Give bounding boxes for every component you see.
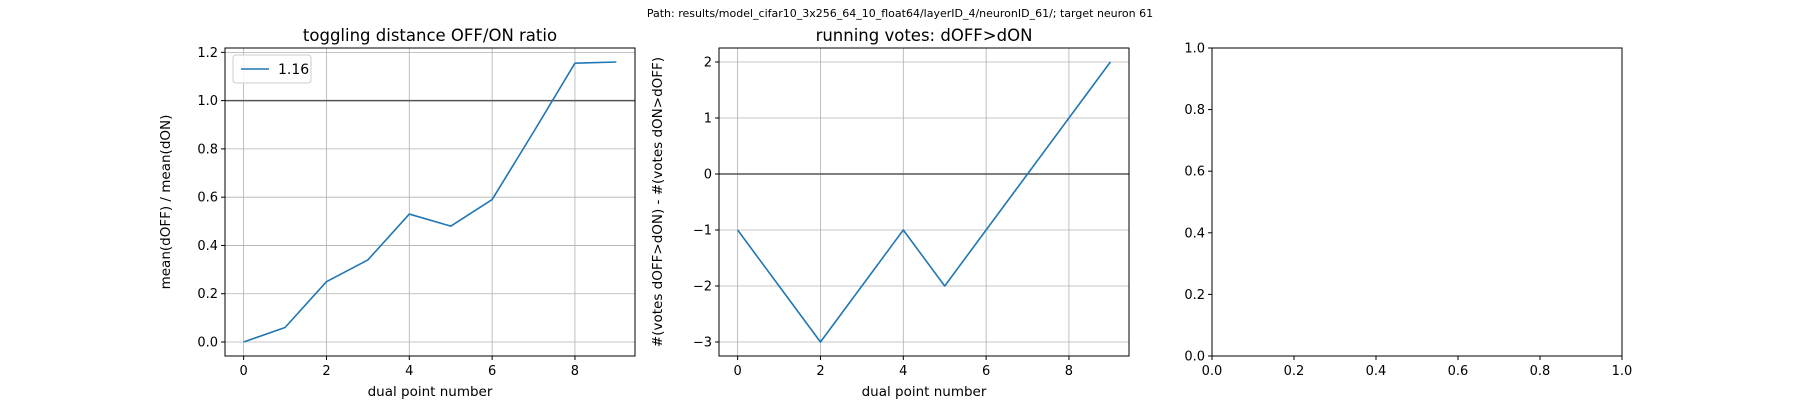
plot-3-xtick-label-5: 1.0: [1612, 364, 1633, 379]
plot-3-ytick-label-4: 0.8: [1184, 103, 1205, 118]
plot-1-legend-box: [232, 54, 312, 84]
plot-1: toggling distance OFF/ON ratio dual poin…: [158, 26, 636, 400]
plot-2-ytick-label-1: −2: [693, 280, 712, 295]
plot-1-ytick-label-2: 0.4: [197, 239, 218, 254]
plot-3-xtick-label-1: 0.2: [1284, 364, 1305, 379]
figure-suptitle: Path: results/model_cifar10_3x256_64_10_…: [647, 7, 1153, 20]
plot-1-xtick-label-2: 4: [405, 364, 413, 379]
plot-1-ytick-label-4: 0.8: [197, 142, 218, 157]
plot-3-xtick-label-0: 0.0: [1202, 364, 1223, 379]
plot-3-ytick-label-1: 0.2: [1184, 288, 1205, 303]
plot-3-ytick-label-3: 0.6: [1184, 165, 1205, 180]
plot-2-ytick-label-5: 2: [704, 56, 712, 71]
plot-2-xtick-label-0: 0: [733, 364, 741, 379]
plot-3-xtick-label-2: 0.4: [1366, 364, 1387, 379]
plot-2-xtick-label-4: 8: [1065, 364, 1073, 379]
plot-1-xtick-label-1: 2: [322, 364, 330, 379]
plot-3-axes-frame: [1211, 47, 1623, 357]
plot-1-ytick-label-5: 1.0: [197, 94, 218, 109]
plot-3-ytick-label-5: 1.0: [1184, 42, 1205, 57]
plot-3-xtick-label-3: 0.6: [1448, 364, 1469, 379]
plot-2-title: running votes: dOFF>dON: [816, 26, 1033, 45]
plot-1-legend-label: 1.16: [278, 62, 309, 78]
plot-2-ylabel: #(votes dOFF>dON) - #(votes dON>dOFF): [650, 57, 666, 347]
plot-3-ytick-label-2: 0.4: [1184, 226, 1205, 241]
plot-1-xtick-label-3: 6: [488, 364, 496, 379]
plot-1-ytick-label-0: 0.0: [197, 336, 218, 351]
plot-1-ytick-label-3: 0.6: [197, 191, 218, 206]
plot-2-series-0-line: [736, 61, 1112, 343]
plot-2-axes-frame: [718, 47, 1130, 357]
plot-2-ytick-label-0: −3: [693, 336, 712, 351]
plot-1-series-0-line: [243, 61, 617, 343]
plot-1-xtick-label-4: 8: [571, 364, 579, 379]
plot-2-xtick-label-1: 2: [816, 364, 824, 379]
plot-2-xlabel: dual point number: [862, 384, 987, 400]
plot-3-xtick-label-4: 0.8: [1530, 364, 1551, 379]
plot-1-ytick-label-1: 0.2: [197, 287, 218, 302]
plot-1-title: toggling distance OFF/ON ratio: [303, 26, 557, 45]
plot-3: 0.0 0.2 0.4 0.6 0.8 1.0 0.0 0.2 0.4 0.6 0.8 1.0: [1184, 42, 1632, 380]
plot-1-ytick-label-6: 1.2: [197, 46, 218, 61]
plot-1-axes-frame: [224, 47, 636, 357]
plot-2-xtick-label-3: 6: [982, 364, 990, 379]
plot-1-xtick-label-0: 0: [239, 364, 247, 379]
plot-2-ytick-label-3: 0: [704, 168, 712, 183]
plot-2-xtick-label-2: 4: [899, 364, 907, 379]
plot-2-ytick-label-2: −1: [693, 224, 712, 239]
plot-2-ytick-label-4: 1: [704, 112, 712, 127]
plot-1-xlabel: dual point number: [368, 384, 493, 400]
plot-1-ylabel: mean(dOFF) / mean(dON): [158, 115, 174, 290]
plot-3-ytick-label-0: 0.0: [1184, 350, 1205, 365]
plot-2: running votes: dOFF>dON dual point numbe…: [650, 26, 1130, 400]
